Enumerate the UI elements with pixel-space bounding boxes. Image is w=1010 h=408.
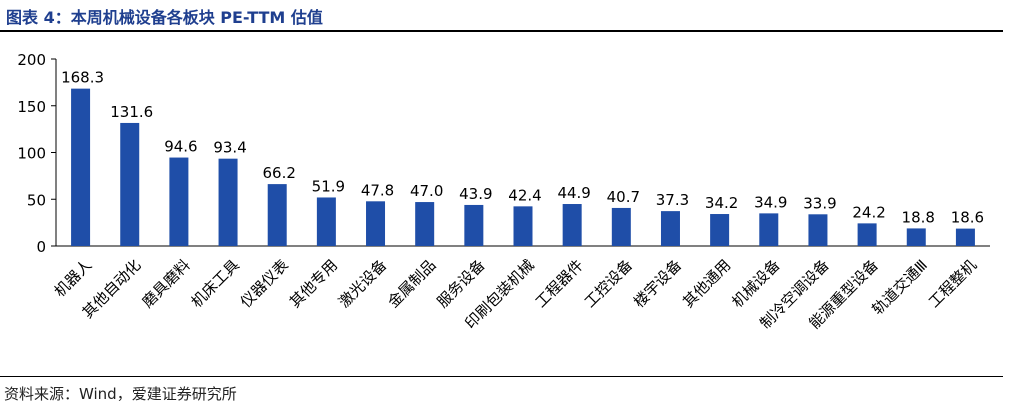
- bar-value-label: 168.3: [61, 69, 104, 87]
- bar-value-label: 34.9: [754, 193, 787, 211]
- bar: [267, 184, 287, 246]
- bar-value-label: 34.2: [705, 194, 738, 212]
- x-tick-label: 工程整机: [925, 256, 980, 311]
- bar: [660, 211, 680, 246]
- figure-title: 图表 4：本周机械设备各板块 PE-TTM 估值: [6, 8, 323, 27]
- bar: [955, 228, 975, 246]
- y-axis: 0 50 100 150 200: [17, 51, 990, 256]
- bar: [808, 214, 828, 246]
- bar: [562, 204, 582, 246]
- y-tick-label: 50: [27, 191, 46, 209]
- bar-value-label: 43.9: [459, 185, 492, 203]
- bar-chart: 0 50 100 150 200 168.3 131.6 94.6 93.4 66.2 51.9 4…: [17, 51, 990, 332]
- bar: [218, 158, 238, 246]
- bar-value-label: 44.9: [557, 184, 590, 202]
- bar: [169, 157, 189, 246]
- x-tick-label: 机床工具: [188, 256, 243, 311]
- bar: [513, 206, 533, 246]
- bar-value-label: 24.2: [852, 203, 885, 221]
- bar-value-label: 131.6: [110, 103, 153, 121]
- bar-value-label: 18.8: [902, 208, 935, 226]
- bar: [71, 88, 91, 246]
- footer-divider: [0, 376, 1003, 377]
- y-tick-label: 150: [17, 98, 46, 116]
- bar: [366, 201, 386, 246]
- bar: [857, 223, 877, 246]
- x-tick-label: 其他通用: [679, 256, 734, 311]
- bar-value-label: 18.6: [951, 209, 984, 227]
- y-tick-label: 100: [17, 145, 46, 163]
- bar-value-label: 51.9: [312, 177, 345, 195]
- value-labels: 168.3 131.6 94.6 93.4 66.2 51.9 47.8 47.0 43.9 42…: [61, 69, 984, 227]
- bar-value-label: 33.9: [803, 194, 836, 212]
- y-tick-label: 200: [17, 51, 46, 69]
- x-tick-label: 机器人: [51, 256, 96, 301]
- x-tick-label: 激光设备: [335, 256, 390, 311]
- bar-value-label: 66.2: [263, 164, 296, 182]
- x-tick-label: 仪器仪表: [237, 256, 292, 311]
- bar: [316, 197, 336, 246]
- bar-value-label: 47.0: [410, 182, 443, 200]
- bar-value-label: 42.4: [508, 186, 541, 204]
- x-tick-label: 工程器件: [532, 256, 587, 311]
- bar: [120, 122, 140, 246]
- bar-value-label: 93.4: [213, 139, 246, 157]
- x-tick-label: 工控设备: [581, 256, 636, 311]
- bar-value-label: 47.8: [361, 181, 394, 199]
- bar: [906, 228, 926, 246]
- bar: [464, 204, 484, 246]
- x-tick-label: 楼宇设备: [630, 256, 685, 311]
- x-tick-label: 其他专用: [286, 256, 341, 311]
- source-note: 资料来源：Wind，爱建证券研究所: [4, 385, 237, 403]
- bar-value-label: 94.6: [164, 138, 197, 156]
- bars: [71, 88, 975, 246]
- x-tick-label: 磨具磨料: [138, 256, 193, 311]
- bar: [759, 213, 779, 246]
- bar-value-label: 37.3: [656, 191, 689, 209]
- x-tick-labels: 机器人其他自动化磨具磨料机床工具仪器仪表其他专用激光设备金属制品服务设备印刷包装…: [51, 256, 980, 332]
- bar-value-label: 40.7: [607, 188, 640, 206]
- x-tick-label: 金属制品: [384, 256, 439, 311]
- title-divider: [0, 30, 1003, 32]
- y-tick-label: 0: [36, 238, 46, 256]
- bar: [611, 207, 631, 246]
- bar: [710, 214, 730, 246]
- bar: [415, 202, 435, 246]
